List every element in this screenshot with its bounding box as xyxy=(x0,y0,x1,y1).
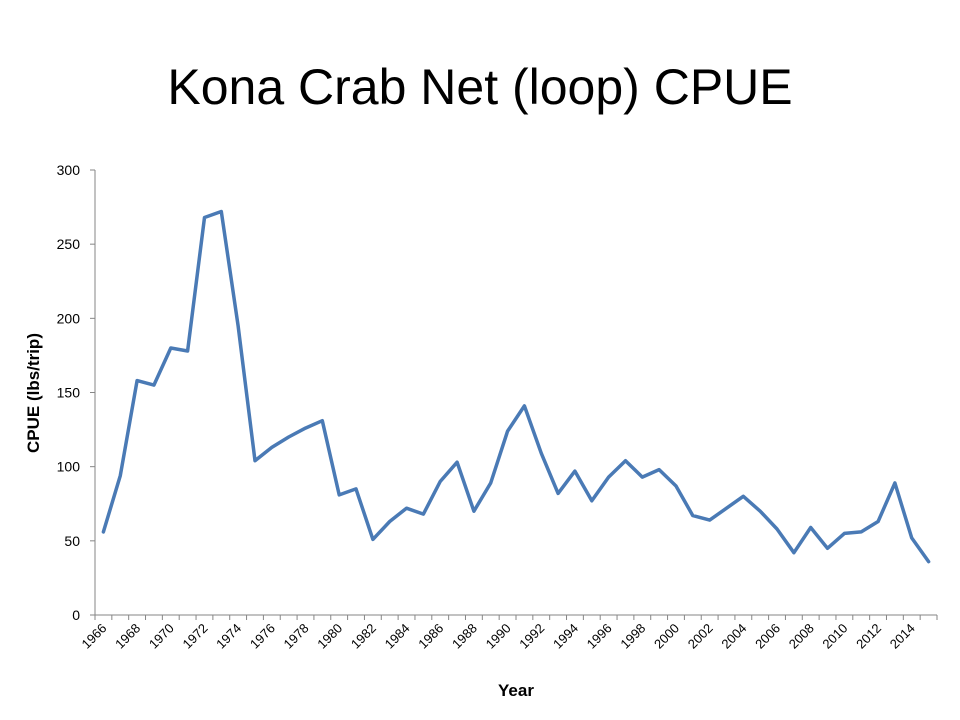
x-tick-label: 1972 xyxy=(180,621,211,652)
x-tick-label: 1988 xyxy=(449,621,480,652)
x-tick-label: 2000 xyxy=(651,621,682,652)
x-axis-title: Year xyxy=(498,681,534,700)
x-tick-label: 2006 xyxy=(752,621,783,652)
y-axis: 0 50 100 150 200 250 300 xyxy=(57,162,96,623)
x-tick-label: 2012 xyxy=(853,621,884,652)
chart-title: Kona Crab Net (loop) CPUE xyxy=(167,59,793,115)
y-tick-label: 300 xyxy=(57,162,81,178)
x-axis: 1966 1968 1970 1972 1974 1976 1978 1980 1982 1984… xyxy=(78,614,938,652)
x-tick-label: 1986 xyxy=(415,621,446,652)
x-tick-label: 1998 xyxy=(617,621,648,652)
y-axis-title: CPUE (lbs/trip) xyxy=(24,333,43,453)
y-tick-label: 50 xyxy=(64,533,80,549)
y-tick-label: 0 xyxy=(72,607,80,623)
x-tick-label: 2008 xyxy=(786,621,817,652)
series-line xyxy=(101,209,931,564)
y-tick-label: 150 xyxy=(57,385,81,401)
x-tick-label: 1976 xyxy=(247,621,278,652)
x-tick-label: 2010 xyxy=(819,621,850,652)
x-tick-label: 1992 xyxy=(516,621,547,652)
x-tick-label: 1994 xyxy=(550,621,581,652)
y-tick-label: 250 xyxy=(57,236,81,252)
x-tick-label: 1980 xyxy=(314,621,345,652)
x-tick-label: 1978 xyxy=(281,621,312,652)
x-tick-label: 2014 xyxy=(887,621,918,652)
x-tick-label: 1996 xyxy=(584,621,615,652)
x-tick-label: 1990 xyxy=(483,621,514,652)
x-tick-label: 1970 xyxy=(146,621,177,652)
x-tick-label: 1974 xyxy=(213,621,244,652)
y-tick-label: 100 xyxy=(57,459,81,475)
x-tick-label: 1968 xyxy=(112,621,143,652)
y-tick-label: 200 xyxy=(57,310,81,326)
x-tick-label: 2004 xyxy=(718,621,749,652)
x-tick-label: 1982 xyxy=(348,621,379,652)
x-tick-label: 2002 xyxy=(685,621,716,652)
x-tick-label: 1984 xyxy=(382,621,413,652)
series-group xyxy=(101,209,931,564)
x-tick-label: 1966 xyxy=(78,621,109,652)
